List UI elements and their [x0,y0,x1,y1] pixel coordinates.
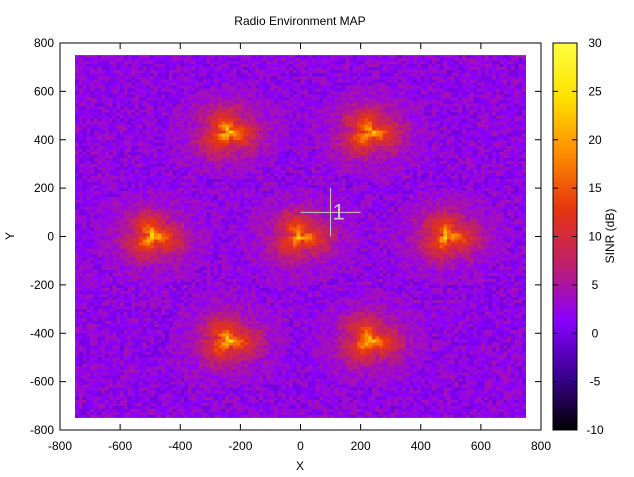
colorbar-tick-label: -5 [590,375,601,389]
y-tick-label: -200 [30,278,54,292]
y-axis-label: Y [3,232,17,240]
colorbar-tick-label: 10 [588,230,602,244]
y-tick-label: -800 [30,423,54,437]
x-tick-label: 0 [297,439,304,453]
colorbar-tick-label: 15 [588,181,602,195]
x-tick-label: 400 [411,439,431,453]
x-tick-label: -200 [228,439,252,453]
x-tick-label: -600 [108,439,132,453]
x-tick-label: 800 [531,439,551,453]
colorbar-tick-label: -10 [586,423,604,437]
x-axis: -800 -600 -400 -200 0 200 400 600 800 [48,43,551,453]
y-tick-label: 0 [47,230,54,244]
x-tick-label: -800 [48,439,72,453]
y-tick-label: -400 [30,326,54,340]
colorbar-tick-label: 5 [592,278,599,292]
x-tick-label: 600 [471,439,491,453]
annotation-marker: 1 [300,188,361,237]
y-axis: -800 -600 -400 -200 0 200 400 600 800 [30,36,541,437]
colorbar-tick-label: 25 [588,84,602,98]
colorbar: -10 -5 0 5 10 15 20 25 30 [552,36,604,437]
colorbar-tick-label: 30 [588,36,602,50]
y-tick-label: 600 [34,84,54,98]
colorbar-tick-label: 20 [588,133,602,147]
colorbar-label: SINR (dB) [603,209,617,264]
x-axis-label: X [296,459,304,473]
y-tick-label: -600 [30,375,54,389]
annotation-label: 1 [332,199,344,224]
y-tick-label: 200 [34,181,54,195]
y-tick-label: 400 [34,133,54,147]
x-tick-label: 200 [351,439,371,453]
x-tick-label: -400 [168,439,192,453]
colorbar-tick-label: 0 [592,326,599,340]
heatmap-cells [75,55,526,418]
heatmap-area [75,55,526,418]
chart-title: Radio Environment MAP [234,14,365,28]
y-tick-label: 800 [34,36,54,50]
